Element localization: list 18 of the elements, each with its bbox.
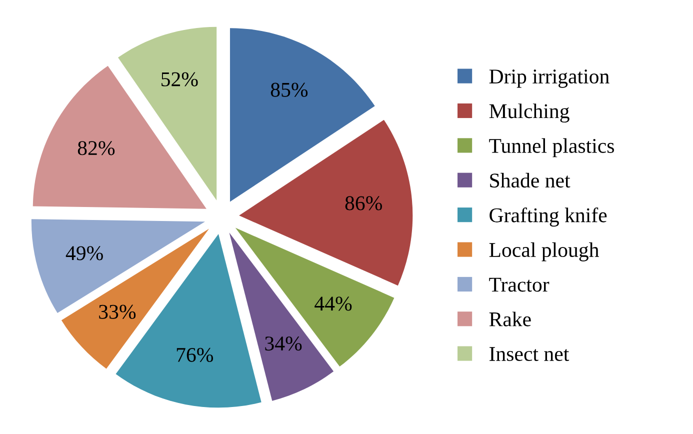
data-label: 44% xyxy=(314,296,352,311)
legend-label: Grafting knife xyxy=(490,207,607,227)
legend-label: Rake xyxy=(489,312,531,326)
data-label: 49% xyxy=(66,246,103,260)
data-label: 85% xyxy=(270,82,308,97)
data-label: 33% xyxy=(99,304,136,319)
legend-label: Local plough xyxy=(489,242,599,262)
data-label: 34% xyxy=(265,336,302,351)
legend-label: Drip irrigation xyxy=(489,70,610,88)
legend-label: Mulching xyxy=(489,104,570,123)
data-label: 76% xyxy=(176,348,214,362)
data-label: 86% xyxy=(345,196,382,210)
data-label: 82% xyxy=(78,141,115,156)
data-label: 52% xyxy=(162,72,198,86)
legend-label: Tunnel plastics xyxy=(489,138,614,158)
legend-label: Shade net xyxy=(490,172,570,188)
legend-label: Tractor xyxy=(489,278,550,292)
legend-label: Insect net xyxy=(490,347,570,362)
